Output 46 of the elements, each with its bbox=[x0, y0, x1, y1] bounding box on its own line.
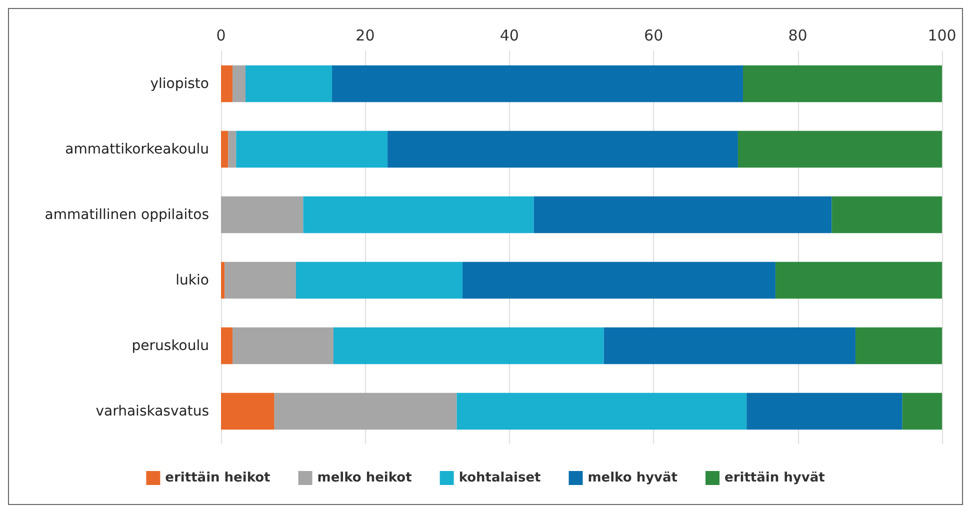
bar bbox=[221, 196, 304, 234]
legend-label: erittäin hyvät bbox=[724, 470, 825, 486]
bar bbox=[236, 130, 388, 168]
bar bbox=[902, 392, 942, 430]
bar bbox=[333, 327, 604, 364]
bar bbox=[221, 262, 225, 299]
bar bbox=[246, 65, 332, 102]
bar bbox=[221, 392, 274, 430]
bar bbox=[604, 327, 856, 364]
y-tick-label: ammattikorkeakoulu bbox=[65, 141, 209, 158]
bar bbox=[274, 392, 457, 430]
legend-label: melko heikot bbox=[317, 470, 412, 486]
legend-label: erittäin heikot bbox=[165, 470, 270, 486]
bar bbox=[775, 262, 942, 299]
bar bbox=[232, 65, 246, 102]
y-tick-label: ammatillinen oppilaitos bbox=[44, 206, 209, 223]
bar bbox=[232, 327, 334, 364]
x-tick-label: 20 bbox=[356, 26, 375, 44]
bar bbox=[332, 65, 744, 102]
legend-label: melko hyvät bbox=[588, 470, 678, 486]
bar bbox=[296, 262, 463, 299]
bar bbox=[743, 65, 942, 102]
x-tick-label: 80 bbox=[788, 26, 808, 44]
bar bbox=[221, 65, 233, 102]
y-tick-label: peruskoulu bbox=[132, 338, 209, 354]
x-tick-label: 40 bbox=[500, 26, 519, 44]
legend-label: kohtalaiset bbox=[458, 470, 541, 486]
bar bbox=[224, 262, 296, 299]
bar bbox=[738, 130, 942, 168]
bar bbox=[303, 196, 534, 234]
bar bbox=[456, 392, 747, 430]
bar bbox=[832, 196, 942, 234]
bar bbox=[855, 327, 942, 364]
bar bbox=[462, 262, 776, 299]
bar bbox=[221, 130, 228, 168]
x-tick-label: 60 bbox=[644, 26, 664, 44]
y-tick-label: lukio bbox=[176, 272, 209, 288]
x-tick-label: 0 bbox=[216, 26, 226, 44]
x-tick-label: 100 bbox=[928, 26, 956, 44]
bar bbox=[534, 196, 832, 234]
bar bbox=[228, 130, 236, 168]
bar bbox=[746, 392, 902, 430]
bar bbox=[388, 130, 738, 168]
y-tick-label: varhaiskasvatus bbox=[96, 403, 209, 420]
bar bbox=[221, 327, 233, 364]
y-tick-label: yliopisto bbox=[150, 76, 209, 92]
